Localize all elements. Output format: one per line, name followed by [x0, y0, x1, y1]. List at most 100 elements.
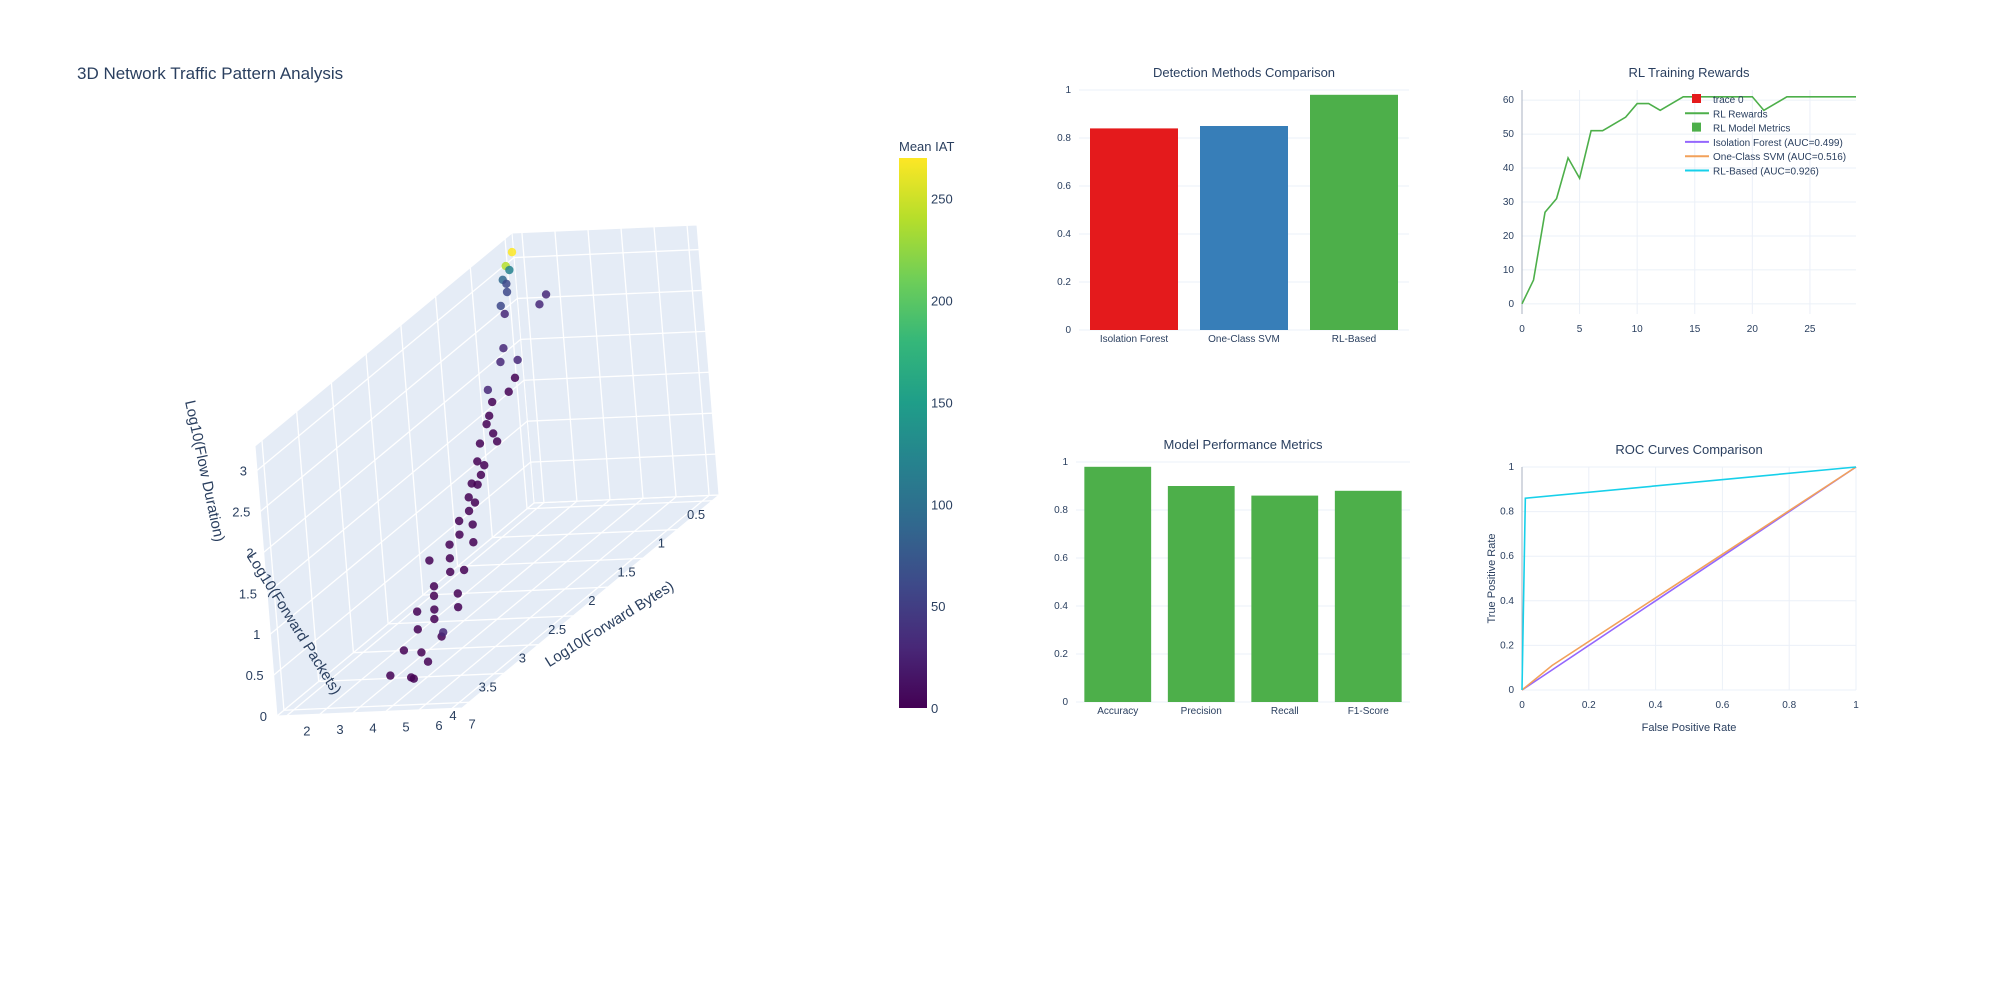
tick-label: 0	[260, 709, 267, 724]
y-gridline	[492, 528, 678, 539]
scatter-point	[445, 540, 454, 549]
scatter-point	[455, 530, 464, 539]
y-tick-label: 30	[1503, 197, 1515, 208]
scatter-point	[430, 605, 439, 614]
panel-title: Detection Methods Comparison	[1153, 65, 1335, 80]
scatter-point	[510, 373, 520, 383]
z-gridline	[273, 461, 532, 676]
tick-label: 3	[519, 651, 526, 666]
y-gridline	[365, 353, 389, 624]
tick-label: 1.5	[618, 564, 636, 579]
scatter-point	[496, 357, 505, 367]
y-gridline	[388, 615, 574, 625]
legend-label: RL-Based (AUC=0.926)	[1713, 167, 1819, 178]
y-gridline	[400, 325, 424, 596]
x-tick-label: 0.2	[1582, 700, 1596, 711]
tick-label: 2	[303, 724, 310, 739]
tick-label: 1	[658, 536, 665, 551]
z-gridline	[530, 453, 716, 463]
scatter-point	[492, 437, 502, 446]
tick-label: 3.5	[479, 679, 497, 694]
y-tick-label: 0.2	[1057, 277, 1071, 288]
scatter-point	[483, 385, 493, 395]
y-gridline	[457, 557, 643, 567]
x-gridline	[587, 229, 611, 500]
scatter-point	[412, 607, 422, 616]
z-gridline	[533, 494, 720, 504]
y-tick-label: 0.8	[1500, 507, 1514, 518]
scatter3d-scene[interactable]: 2 3 4 5 6 7 0.5 1 1.5 2 2.5 3 3.5 4 0 0.5 1 1.5 2 2.5 3 Log10…	[181, 224, 721, 739]
colorbar: Mean IAT 0 50 100 150 200 250	[899, 139, 954, 716]
rl-rewards-chart: RL Training Rewards 0 10 20 30 40 50 60 0 5 10 15 20…	[1503, 65, 1856, 335]
scatter-point	[496, 301, 505, 311]
colorbar-gradient	[899, 158, 927, 708]
scatter-point	[425, 556, 434, 565]
bar-precision	[1167, 486, 1235, 702]
scatter-point	[430, 614, 439, 624]
y-axis-title: True Positive Rate	[1486, 533, 1498, 623]
scatter-point	[473, 480, 482, 489]
scatter-point	[488, 429, 498, 438]
z-gridline	[263, 338, 522, 553]
bar-f1-score	[1334, 490, 1402, 702]
colorbar-tick-label: 50	[931, 599, 945, 614]
x-tick-label: 1	[1853, 700, 1859, 711]
x-gridline	[686, 225, 710, 496]
x-tick-label: RL-Based	[1332, 334, 1376, 345]
scatter-point	[475, 439, 485, 448]
legend-swatch	[1692, 122, 1701, 132]
bar-rl-based	[1310, 94, 1398, 330]
colorbar-tick-label: 100	[931, 497, 953, 512]
z-axis-title: Log10(Flow Duration)	[181, 399, 228, 544]
scatter-point	[476, 470, 486, 480]
x-tick-label: One-Class SVM	[1208, 334, 1280, 345]
y-tick-label: 0.6	[1500, 551, 1514, 562]
legend-label: One-Class SVM (AUC=0.516)	[1713, 152, 1846, 163]
x-gridline	[352, 499, 611, 714]
y-tick-label: 0	[1062, 697, 1068, 708]
x-gridline	[385, 497, 644, 712]
bar-accuracy	[1084, 466, 1152, 702]
performance-metrics-chart: Model Performance Metrics 0 0.2 0.4 0.6 0.8 1 A…	[1054, 437, 1410, 717]
x-gridline	[521, 232, 545, 503]
y-tick-label: 0.8	[1054, 505, 1068, 516]
scatter-point	[438, 628, 448, 637]
colorbar-tick-label: 250	[931, 192, 953, 207]
x-tick-label: 10	[1632, 324, 1644, 335]
x-tick-label: 0	[1519, 700, 1525, 711]
scatter-point	[423, 657, 433, 666]
y-tick-label: 0.4	[1500, 596, 1514, 607]
scatter-point	[499, 344, 508, 353]
z-gridline	[513, 248, 700, 259]
tick-label: 4	[369, 721, 376, 736]
y-gridline	[527, 500, 713, 510]
scatter-point	[473, 457, 482, 466]
tick-label: 6	[435, 718, 442, 733]
legend-swatch	[1692, 94, 1701, 103]
y-gridline	[330, 382, 355, 653]
y-gridline	[261, 440, 285, 711]
scatter-point	[399, 646, 409, 655]
scatter-point	[464, 506, 474, 516]
y-gridline	[353, 644, 539, 654]
x-gridline	[319, 500, 578, 715]
y-tick-label: 1	[1062, 457, 1068, 468]
x-tick-label: 20	[1747, 324, 1759, 335]
legend-label: RL Model Metrics	[1713, 124, 1790, 135]
panel-title: RL Training Rewards	[1629, 65, 1750, 80]
tick-label: 2.5	[232, 504, 250, 519]
bar-one-class-svm	[1200, 126, 1288, 330]
z-gridline	[523, 371, 710, 381]
y-tick-label: 1	[1508, 462, 1514, 473]
bar-recall	[1251, 495, 1319, 702]
z-gridline	[527, 412, 713, 422]
tick-label: 2	[588, 593, 595, 608]
scatter-point	[485, 411, 494, 421]
x-tick-label: Accuracy	[1097, 706, 1138, 717]
series-line-1	[1521, 466, 1857, 691]
tick-label: 0.5	[687, 507, 705, 522]
scatter-point	[459, 565, 469, 575]
tick-label: 2.5	[548, 622, 566, 637]
main-title: 3D Network Traffic Pattern Analysis	[77, 64, 343, 83]
